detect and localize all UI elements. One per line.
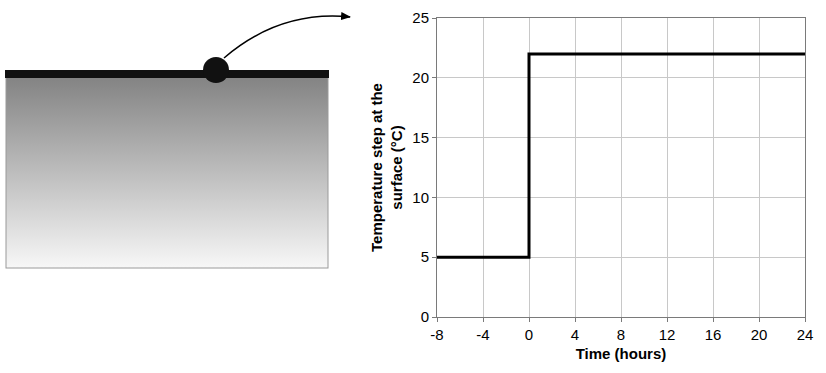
svg-text:24: 24 <box>797 326 814 343</box>
svg-text:-8: -8 <box>430 326 443 343</box>
svg-text:25: 25 <box>412 9 429 26</box>
svg-text:0: 0 <box>525 326 533 343</box>
svg-text:4: 4 <box>571 326 579 343</box>
svg-text:16: 16 <box>705 326 722 343</box>
svg-text:15: 15 <box>412 129 429 146</box>
svg-text:0: 0 <box>421 308 429 325</box>
svg-text:-4: -4 <box>476 326 489 343</box>
svg-text:12: 12 <box>659 326 676 343</box>
svg-text:5: 5 <box>421 248 429 265</box>
svg-text:20: 20 <box>751 326 768 343</box>
svg-text:10: 10 <box>412 189 429 206</box>
svg-text:Time (hours): Time (hours) <box>576 345 667 362</box>
svg-text:Temperature step at thesurface: Temperature step at thesurface (°C) <box>368 83 405 252</box>
svg-text:20: 20 <box>412 69 429 86</box>
svg-text:8: 8 <box>617 326 625 343</box>
